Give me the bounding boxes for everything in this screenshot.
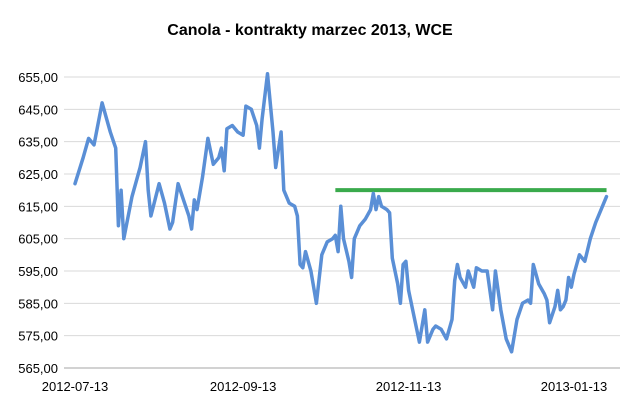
- y-tick-label: 595,00: [18, 264, 58, 279]
- y-tick-label: 645,00: [18, 102, 58, 117]
- y-tick-label: 585,00: [18, 296, 58, 311]
- y-tick-label: 615,00: [18, 199, 58, 214]
- x-tick-label: 2012-09-13: [210, 379, 277, 394]
- x-tick-label: 2012-07-13: [42, 379, 109, 394]
- x-tick-label: 2012-11-13: [376, 379, 442, 394]
- y-tick-label: 655,00: [18, 70, 58, 85]
- x-axis-ticks: 2012-07-13 2012-09-13 2012-11-13 2013-01-13: [42, 379, 608, 394]
- y-tick-label: 635,00: [18, 135, 58, 150]
- y-tick-label: 575,00: [18, 329, 58, 344]
- y-tick-label: 625,00: [18, 167, 58, 182]
- y-tick-label: 565,00: [18, 361, 58, 376]
- x-tick-label: 2013-01-13: [541, 379, 608, 394]
- y-axis-ticks: 655,00 645,00 635,00 625,00 615,00 605,00 595,…: [18, 70, 58, 376]
- chart-title: Canola - kontrakty marzec 2013, WCE: [167, 22, 453, 39]
- y-tick-label: 605,00: [18, 232, 58, 247]
- price-series-line: [73, 72, 609, 354]
- series-lines: [73, 72, 609, 354]
